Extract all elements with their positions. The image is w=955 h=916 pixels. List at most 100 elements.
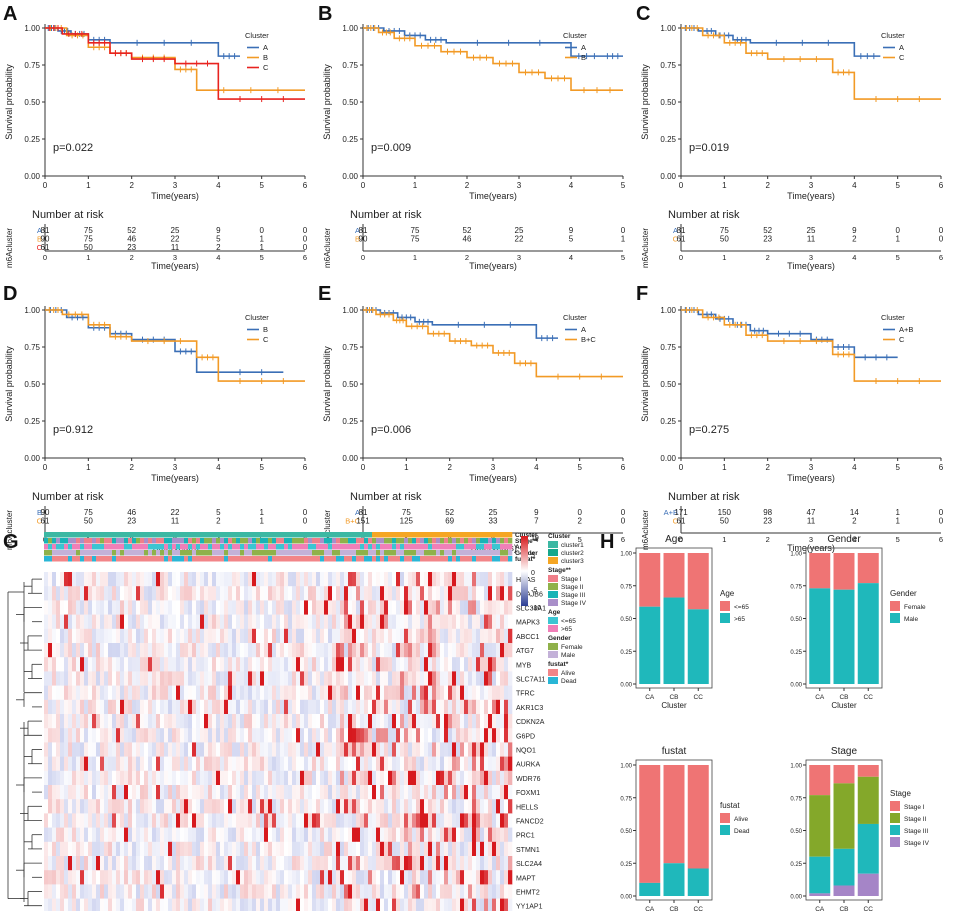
- heatmap-cell: [448, 671, 453, 686]
- heatmap-cell: [276, 657, 281, 672]
- heatmap-cell: [264, 856, 269, 871]
- heatmap-cell: [84, 898, 89, 914]
- bar-segment: [687, 765, 709, 869]
- heatmap-cell: [108, 685, 113, 701]
- heatmap-cell: [264, 770, 269, 786]
- heatmap-cell: [140, 714, 145, 729]
- heatmap-cell: [112, 643, 117, 658]
- heatmap-cell: [476, 884, 481, 899]
- heatmap-cell: [340, 870, 345, 885]
- x-axis-label: Time(years): [151, 191, 199, 201]
- heatmap-cell: [140, 614, 145, 630]
- heatmap-cell: [480, 572, 485, 587]
- heatmap-cell: [116, 813, 121, 828]
- annotation-cell: [180, 532, 185, 538]
- annotation-cell: [148, 550, 153, 556]
- heatmap-cell: [252, 600, 257, 615]
- heatmap-cell: [336, 898, 341, 914]
- heatmap-cell: [420, 770, 425, 786]
- annotation-cell: [352, 550, 357, 556]
- heatmap-cell: [196, 785, 201, 800]
- heatmap-cell: [352, 600, 357, 615]
- p-value: p=0.022: [53, 142, 93, 154]
- annotation-cell: [248, 550, 253, 556]
- heatmap-cell: [460, 785, 465, 800]
- annotation-cell: [300, 544, 305, 550]
- heatmap-cell: [448, 643, 453, 658]
- heatmap-cell: [56, 785, 61, 800]
- heatmap-cell: [416, 742, 421, 757]
- heatmap-cell: [216, 699, 221, 715]
- heatmap-cell: [348, 685, 353, 701]
- heatmap-cell: [240, 643, 245, 658]
- heatmap-cell: [412, 628, 417, 644]
- panel-letter-g: G: [3, 531, 19, 553]
- heatmap-cell: [472, 728, 477, 743]
- heatmap-cell: [504, 813, 509, 828]
- heatmap-cell: [208, 813, 213, 828]
- annotation-cell: [196, 532, 201, 538]
- heatmap-cell: [296, 870, 301, 885]
- heatmap-cell: [116, 898, 121, 914]
- gene-label: WDR76: [516, 776, 541, 783]
- heatmap-cell: [276, 671, 281, 686]
- heatmap-cell: [340, 685, 345, 701]
- heatmap-cell: [476, 628, 481, 644]
- heatmap-cell: [388, 785, 393, 800]
- annotation-cell: [464, 550, 469, 556]
- heatmap-cell: [340, 586, 345, 601]
- heatmap-cell: [136, 799, 141, 814]
- heatmap-cell: [368, 643, 373, 658]
- heatmap-cell: [440, 657, 445, 672]
- annotation-cell: [128, 544, 133, 550]
- heatmap-cell: [336, 614, 341, 630]
- heatmap-cell: [380, 813, 385, 828]
- heatmap-cell: [356, 856, 361, 871]
- annotation-cell: [116, 532, 121, 538]
- annotation-cell: [328, 532, 333, 538]
- annotation-cell: [208, 544, 213, 550]
- annotation-cell: [244, 544, 249, 550]
- heatmap-cell: [296, 898, 301, 914]
- heatmap-cell: [408, 799, 413, 814]
- heatmap-cell: [64, 628, 69, 644]
- annotation-cell: [288, 532, 293, 538]
- heatmap-cell: [84, 714, 89, 729]
- annotation-cell: [140, 550, 145, 556]
- annotation-cell: [396, 550, 401, 556]
- annotation-cell: [428, 544, 433, 550]
- heatmap-cell: [44, 841, 49, 857]
- heatmap-cell: [252, 898, 257, 914]
- annotation-cell: [92, 556, 97, 562]
- heatmap-cell: [364, 699, 369, 715]
- heatmap-cell: [236, 841, 241, 857]
- y-tick-label: 0.25: [24, 417, 40, 426]
- heatmap-cell: [144, 898, 149, 914]
- heatmap-cell: [316, 671, 321, 686]
- heatmap-cell: [76, 742, 81, 757]
- heatmap-cell: [432, 884, 437, 899]
- legend-label: C: [263, 335, 269, 344]
- risk-count: 0: [939, 226, 944, 235]
- heatmap-cell: [220, 714, 225, 729]
- heatmap-cell: [496, 572, 501, 587]
- heatmap-cell: [208, 600, 213, 615]
- annotation-cell: [444, 556, 449, 562]
- heatmap-cell: [416, 813, 421, 828]
- heatmap-cell: [48, 628, 53, 644]
- heatmap-cell: [240, 841, 245, 857]
- heatmap-cell: [476, 841, 481, 857]
- heatmap-cell: [384, 742, 389, 757]
- heatmap-cell: [240, 742, 245, 757]
- heatmap-cell: [56, 827, 61, 843]
- heatmap-cell: [432, 870, 437, 885]
- heatmap-cell: [288, 728, 293, 743]
- heatmap-cell: [356, 841, 361, 857]
- heatmap-cell: [424, 699, 429, 715]
- heatmap-cell: [232, 657, 237, 672]
- heatmap-cell: [156, 614, 161, 630]
- heatmap-cell: [292, 628, 297, 644]
- heatmap-cell: [260, 841, 265, 857]
- y-tick-label: 0.75: [620, 796, 632, 802]
- heatmap-cell: [180, 657, 185, 672]
